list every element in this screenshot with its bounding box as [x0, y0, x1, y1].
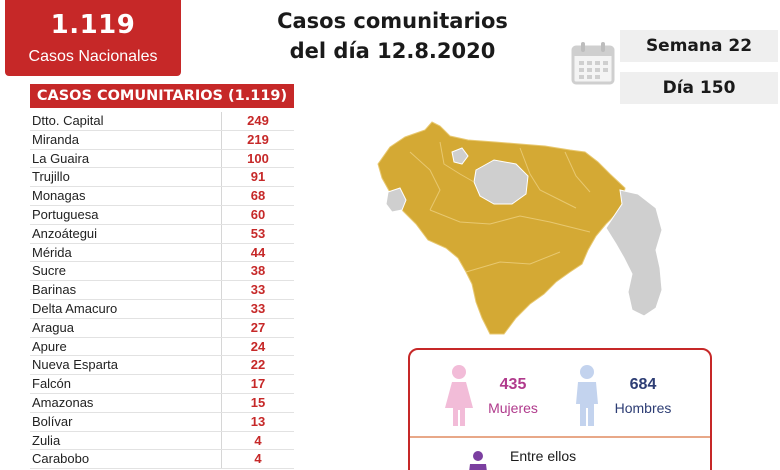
table-row: Aragua 27 [30, 318, 294, 338]
page-title: Casos comunitarios del día 12.8.2020 [230, 6, 555, 66]
table-row: Anzoátegui 53 [30, 224, 294, 244]
state-value: 68 [250, 188, 266, 204]
state-value: 4 [254, 432, 262, 448]
table-row: Bolívar 13 [30, 412, 294, 432]
state-name: Nueva Esparta [30, 356, 222, 375]
state-value: 13 [250, 413, 266, 429]
state-value: 249 [247, 113, 269, 128]
state-value: 53 [250, 225, 266, 241]
total-cases-box: 1.119 Casos Nacionales [5, 0, 181, 76]
table-row: Amazonas 15 [30, 393, 294, 413]
table-row: Mérida 44 [30, 243, 294, 263]
person-icon [469, 451, 487, 470]
female-label: Mujeres [488, 400, 538, 416]
total-cases-label: Casos Nacionales [28, 48, 158, 65]
state-name: Delta Amacuro [30, 299, 222, 318]
state-value: 100 [247, 150, 269, 166]
male-label: Hombres [614, 400, 672, 416]
between-text: Entre ellos [510, 448, 577, 464]
state-value: 219 [247, 131, 269, 147]
table-row: Zulia 4 [30, 431, 294, 451]
state-name: Bolívar [30, 412, 222, 431]
state-value: 60 [250, 206, 266, 222]
table-row: Delta Amacuro 33 [30, 299, 294, 319]
state-name: Zulia [30, 431, 222, 450]
calendar-icon [571, 42, 615, 85]
state-cases-list: Dtto. Capital 249 Miranda 219 La Guaira 100… [30, 112, 294, 470]
total-cases-number: 1.119 [50, 10, 136, 40]
male-person-icon [576, 365, 598, 426]
state-value: 17 [250, 376, 266, 392]
state-value: 91 [250, 169, 266, 185]
state-name: Dtto. Capital [30, 112, 222, 130]
title-line-2: del día 12.8.2020 [289, 39, 496, 63]
state-name: Portuguesa [30, 205, 222, 224]
table-row: Apure 24 [30, 337, 294, 357]
state-value: 27 [250, 319, 266, 335]
table-row: Dtto. Capital 249 [30, 112, 294, 131]
table-row: Monagas 68 [30, 187, 294, 206]
state-name: Barinas [30, 281, 222, 299]
table-row: Portuguesa 60 [30, 205, 294, 225]
state-name: Aragua [30, 318, 222, 337]
state-name: Miranda [30, 130, 222, 149]
table-row: La Guaira 100 [30, 149, 294, 169]
state-name: Sucre [30, 262, 222, 281]
female-person-icon [445, 365, 473, 426]
state-value: 15 [250, 394, 266, 410]
state-name: Amazonas [30, 393, 222, 412]
map-unaffected-region-east [605, 189, 663, 317]
gender-breakdown-box: 435 Mujeres 684 Hombres Entre ellos [408, 348, 712, 470]
state-value: 22 [250, 357, 266, 373]
state-name: Trujillo [30, 168, 222, 187]
state-value: 4 [254, 451, 262, 467]
table-row: Trujillo 91 [30, 168, 294, 188]
map-unaffected-region-west [385, 187, 407, 213]
map-unaffected-region-capital [451, 147, 469, 165]
state-value: 33 [250, 282, 266, 298]
table-row: Nueva Esparta 22 [30, 356, 294, 376]
table-title: CASOS COMUNITARIOS (1.119) [30, 84, 294, 108]
state-name: Apure [30, 337, 222, 356]
state-name: Falcón [30, 375, 222, 393]
table-row: Falcón 17 [30, 375, 294, 394]
state-value: 38 [250, 263, 266, 279]
table-row: Barinas 33 [30, 281, 294, 300]
table-row: Miranda 219 [30, 130, 294, 150]
section-divider [410, 436, 710, 438]
map-affected-region [377, 121, 626, 335]
week-indicator: Semana 22 [620, 30, 778, 62]
female-count: 435 [499, 376, 527, 393]
day-indicator: Día 150 [620, 72, 778, 104]
venezuela-map [377, 121, 663, 335]
map-unaffected-region-central [473, 159, 529, 205]
state-name: Monagas [30, 187, 222, 205]
state-name: Mérida [30, 243, 222, 262]
state-name: Carabobo [30, 450, 222, 469]
state-value: 24 [250, 338, 266, 354]
table-row: Sucre 38 [30, 262, 294, 282]
table-row: Carabobo 4 [30, 450, 294, 470]
male-count: 684 [629, 376, 657, 393]
title-line-1: Casos comunitarios [277, 9, 508, 33]
state-name: Anzoátegui [30, 224, 222, 243]
state-value: 44 [250, 244, 266, 260]
state-value: 33 [250, 300, 266, 316]
state-name: La Guaira [30, 149, 222, 168]
